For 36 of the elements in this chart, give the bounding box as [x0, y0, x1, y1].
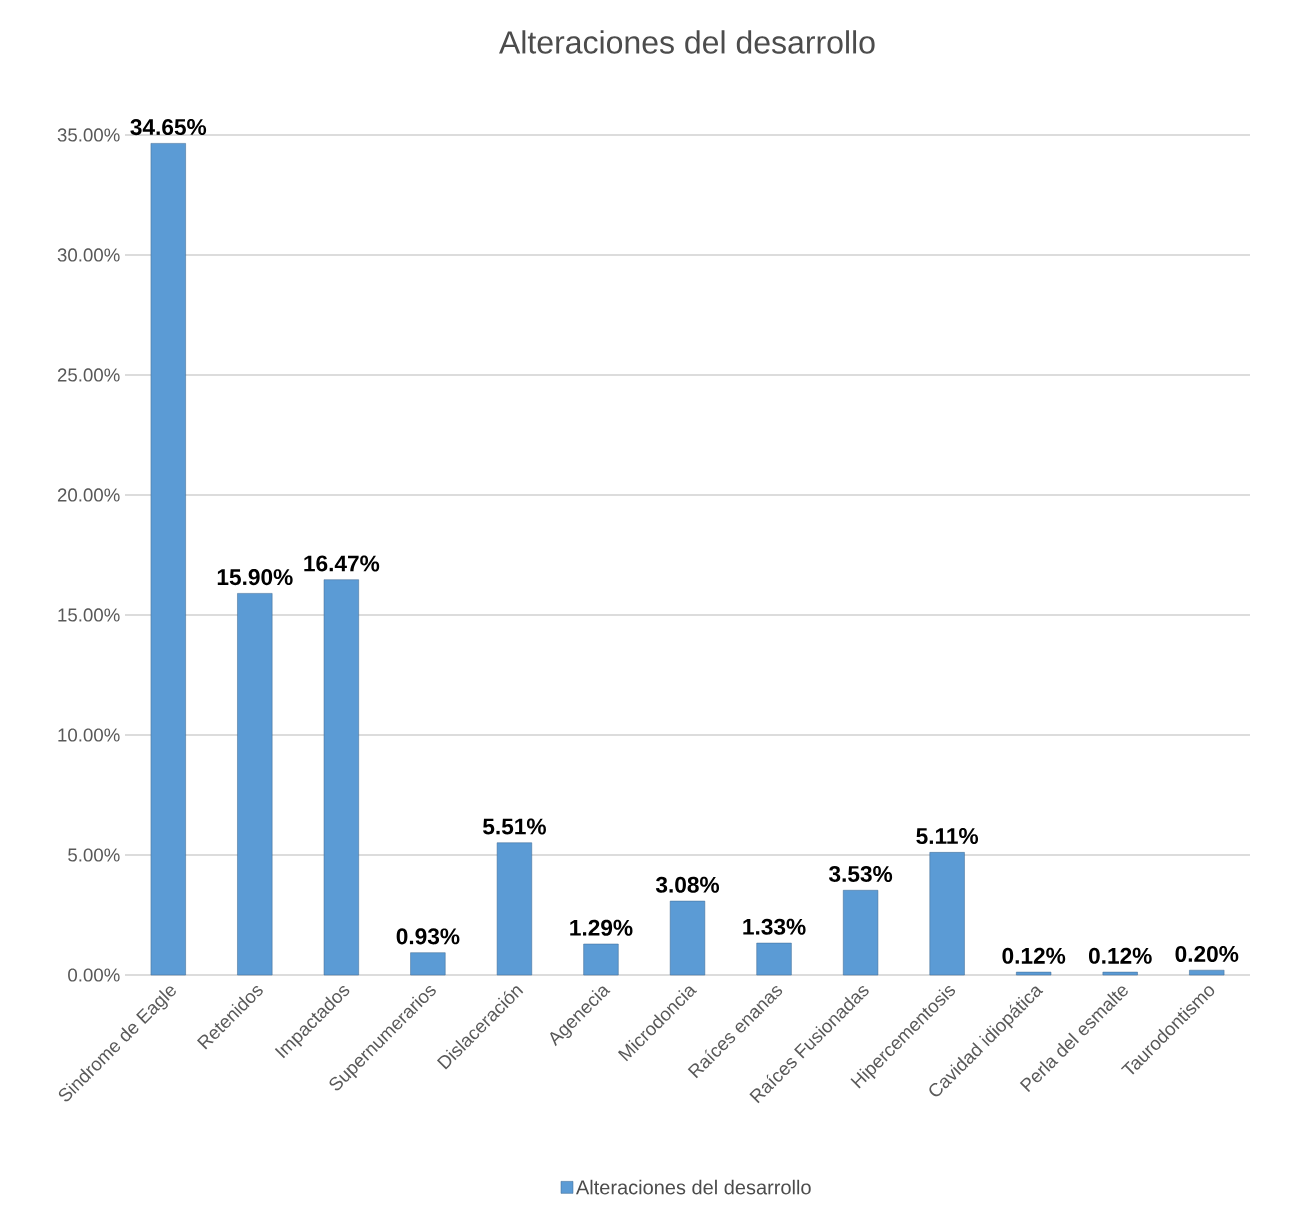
bar: [583, 943, 619, 976]
data-label: 3.53%: [828, 865, 893, 883]
y-tick-label: 30.00%: [57, 248, 120, 262]
data-label: 5.51%: [482, 818, 546, 835]
data-label: 3.08%: [655, 876, 720, 893]
data-label: 1.29%: [570, 919, 633, 936]
bar: [756, 942, 792, 976]
bar: [237, 593, 273, 976]
chart-title: Alteraciones del desarrollo: [499, 30, 875, 54]
bar: [410, 952, 446, 976]
y-tick-label: 10.00%: [58, 728, 120, 742]
data-label: 34.65%: [130, 119, 207, 136]
data-label: 0.12%: [1002, 947, 1066, 964]
data-label: 1.33%: [743, 918, 806, 935]
data-label: 0.12%: [1088, 947, 1152, 964]
y-tick-label: 15.00%: [58, 608, 120, 622]
bar: [1102, 971, 1138, 976]
data-label: 5.11%: [916, 828, 979, 845]
bar: [496, 842, 533, 976]
y-tick-label: 0.00%: [68, 968, 120, 982]
data-label: 0.93%: [396, 928, 460, 945]
y-tick-label: 25.00%: [57, 368, 120, 382]
data-label: 0.20%: [1175, 945, 1239, 962]
bar: [929, 852, 965, 976]
bar: [842, 890, 879, 976]
y-tick-label: 20.00%: [57, 488, 120, 502]
bar: [1189, 969, 1225, 976]
y-tick-label: 35.00%: [57, 128, 120, 142]
data-label: 16.47%: [304, 555, 380, 572]
bar: [1016, 971, 1052, 976]
bar: [150, 143, 186, 976]
data-label: 15.90%: [217, 569, 293, 586]
y-tick-label: 5.00%: [68, 848, 120, 862]
bar: [323, 579, 359, 976]
bar: [669, 900, 706, 976]
legend-label: Alteraciones del desarrollo: [575, 1179, 811, 1195]
